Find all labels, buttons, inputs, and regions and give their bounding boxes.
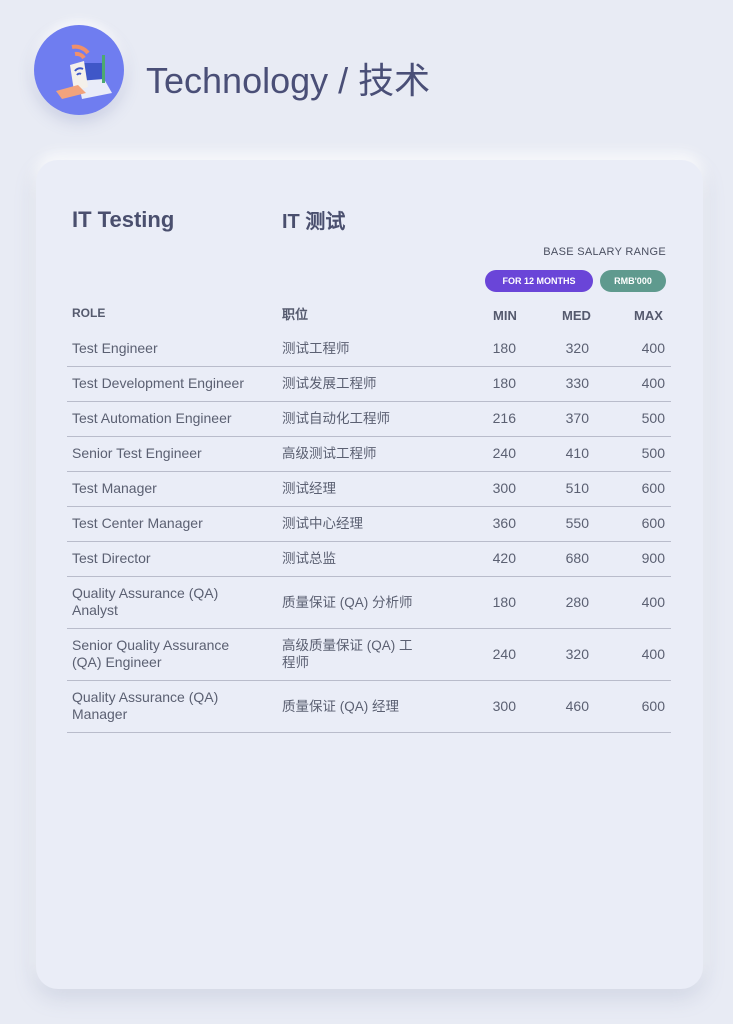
role-cn-cell: 测试发展工程师 <box>272 366 437 402</box>
role-cell: Test Automation Engineer <box>67 401 272 437</box>
med-cell: 460 <box>522 680 595 733</box>
max-cell: 600 <box>595 506 671 542</box>
min-cell: 300 <box>437 471 522 507</box>
role-cell: Quality Assurance (QA) Analyst <box>67 576 272 629</box>
max-cell: 600 <box>595 680 671 733</box>
role-cell: Test Development Engineer <box>67 366 272 402</box>
min-cell: 216 <box>437 401 522 437</box>
role-cn-cell: 测试总监 <box>272 541 437 577</box>
page-title: Technology / 技术 <box>146 60 431 101</box>
min-cell: 300 <box>437 680 522 733</box>
max-cell: 400 <box>595 628 671 681</box>
role-cell: Test Director <box>67 541 272 577</box>
table-row: Quality Assurance (QA) Analyst 质量保证 (QA) … <box>67 576 671 629</box>
unit-badge: RMB'000 <box>600 270 666 292</box>
max-cell: 600 <box>595 471 671 507</box>
min-cell: 180 <box>437 576 522 629</box>
max-cell: 400 <box>595 576 671 629</box>
med-cell: 280 <box>522 576 595 629</box>
min-cell: 240 <box>437 628 522 681</box>
min-cell: 360 <box>437 506 522 542</box>
table-row: Test Center Manager 测试中心经理 360 550 600 <box>67 506 671 542</box>
max-cell: 400 <box>595 366 671 402</box>
col-max: MAX <box>634 308 663 323</box>
med-cell: 550 <box>522 506 595 542</box>
med-cell: 410 <box>522 436 595 472</box>
table-row: Test Automation Engineer 测试自动化工程师 216 370 50… <box>67 401 671 437</box>
role-cell: Quality Assurance (QA) Manager <box>67 680 272 733</box>
col-med: MED <box>562 308 591 323</box>
col-min: MIN <box>493 308 517 323</box>
med-cell: 510 <box>522 471 595 507</box>
med-cell: 320 <box>522 331 595 367</box>
col-role-cn: 职位 <box>282 307 309 322</box>
med-cell: 330 <box>522 366 595 402</box>
section-title-cn: IT 测试 <box>282 211 346 233</box>
min-cell: 180 <box>437 366 522 402</box>
table-row: Quality Assurance (QA) Manager 质量保证 (QA) … <box>67 680 671 733</box>
min-cell: 420 <box>437 541 522 577</box>
salary-table: Test Engineer 测试工程师 180 320 400 Test Developm… <box>67 331 671 733</box>
role-cell: Test Center Manager <box>67 506 272 542</box>
salary-range-label: BASE SALARY RANGE <box>543 246 666 258</box>
role-cn-cell: 质量保证 (QA) 经理 <box>272 680 437 733</box>
role-cn-cell: 测试自动化工程师 <box>272 401 437 437</box>
role-cell: Test Manager <box>67 471 272 507</box>
role-cn-cell: 测试经理 <box>272 471 437 507</box>
role-cell: Senior Quality Assurance (QA) Engineer <box>67 628 272 681</box>
table-row: Test Engineer 测试工程师 180 320 400 <box>67 331 671 367</box>
med-cell: 320 <box>522 628 595 681</box>
wifi-laptop-router-icon <box>34 25 124 115</box>
min-cell: 180 <box>437 331 522 367</box>
min-cell: 240 <box>437 436 522 472</box>
med-cell: 680 <box>522 541 595 577</box>
role-cn-cell: 质量保证 (QA) 分析师 <box>272 576 437 629</box>
max-cell: 400 <box>595 331 671 367</box>
table-row: Test Manager 测试经理 300 510 600 <box>67 471 671 507</box>
max-cell: 500 <box>595 436 671 472</box>
role-cell: Senior Test Engineer <box>67 436 272 472</box>
max-cell: 500 <box>595 401 671 437</box>
role-cell: Test Engineer <box>67 331 272 367</box>
col-role: ROLE <box>72 306 106 320</box>
table-row: Senior Test Engineer 高级测试工程师 240 410 500 <box>67 436 671 472</box>
table-row: Senior Quality Assurance (QA) Engineer 高级… <box>67 628 671 681</box>
role-cn-cell: 高级测试工程师 <box>272 436 437 472</box>
role-cn-cell: 测试工程师 <box>272 331 437 367</box>
table-row: Test Development Engineer 测试发展工程师 180 330 40… <box>67 366 671 402</box>
salary-card: IT Testing IT 测试 BASE SALARY RANGE FOR 1… <box>36 160 703 989</box>
med-cell: 370 <box>522 401 595 437</box>
table-row: Test Director 测试总监 420 680 900 <box>67 541 671 577</box>
section-title-en: IT Testing <box>72 207 175 232</box>
role-cn-cell: 测试中心经理 <box>272 506 437 542</box>
max-cell: 900 <box>595 541 671 577</box>
period-badge: FOR 12 MONTHS <box>485 270 593 292</box>
role-cn-cell: 高级质量保证 (QA) 工程师 <box>272 628 437 681</box>
